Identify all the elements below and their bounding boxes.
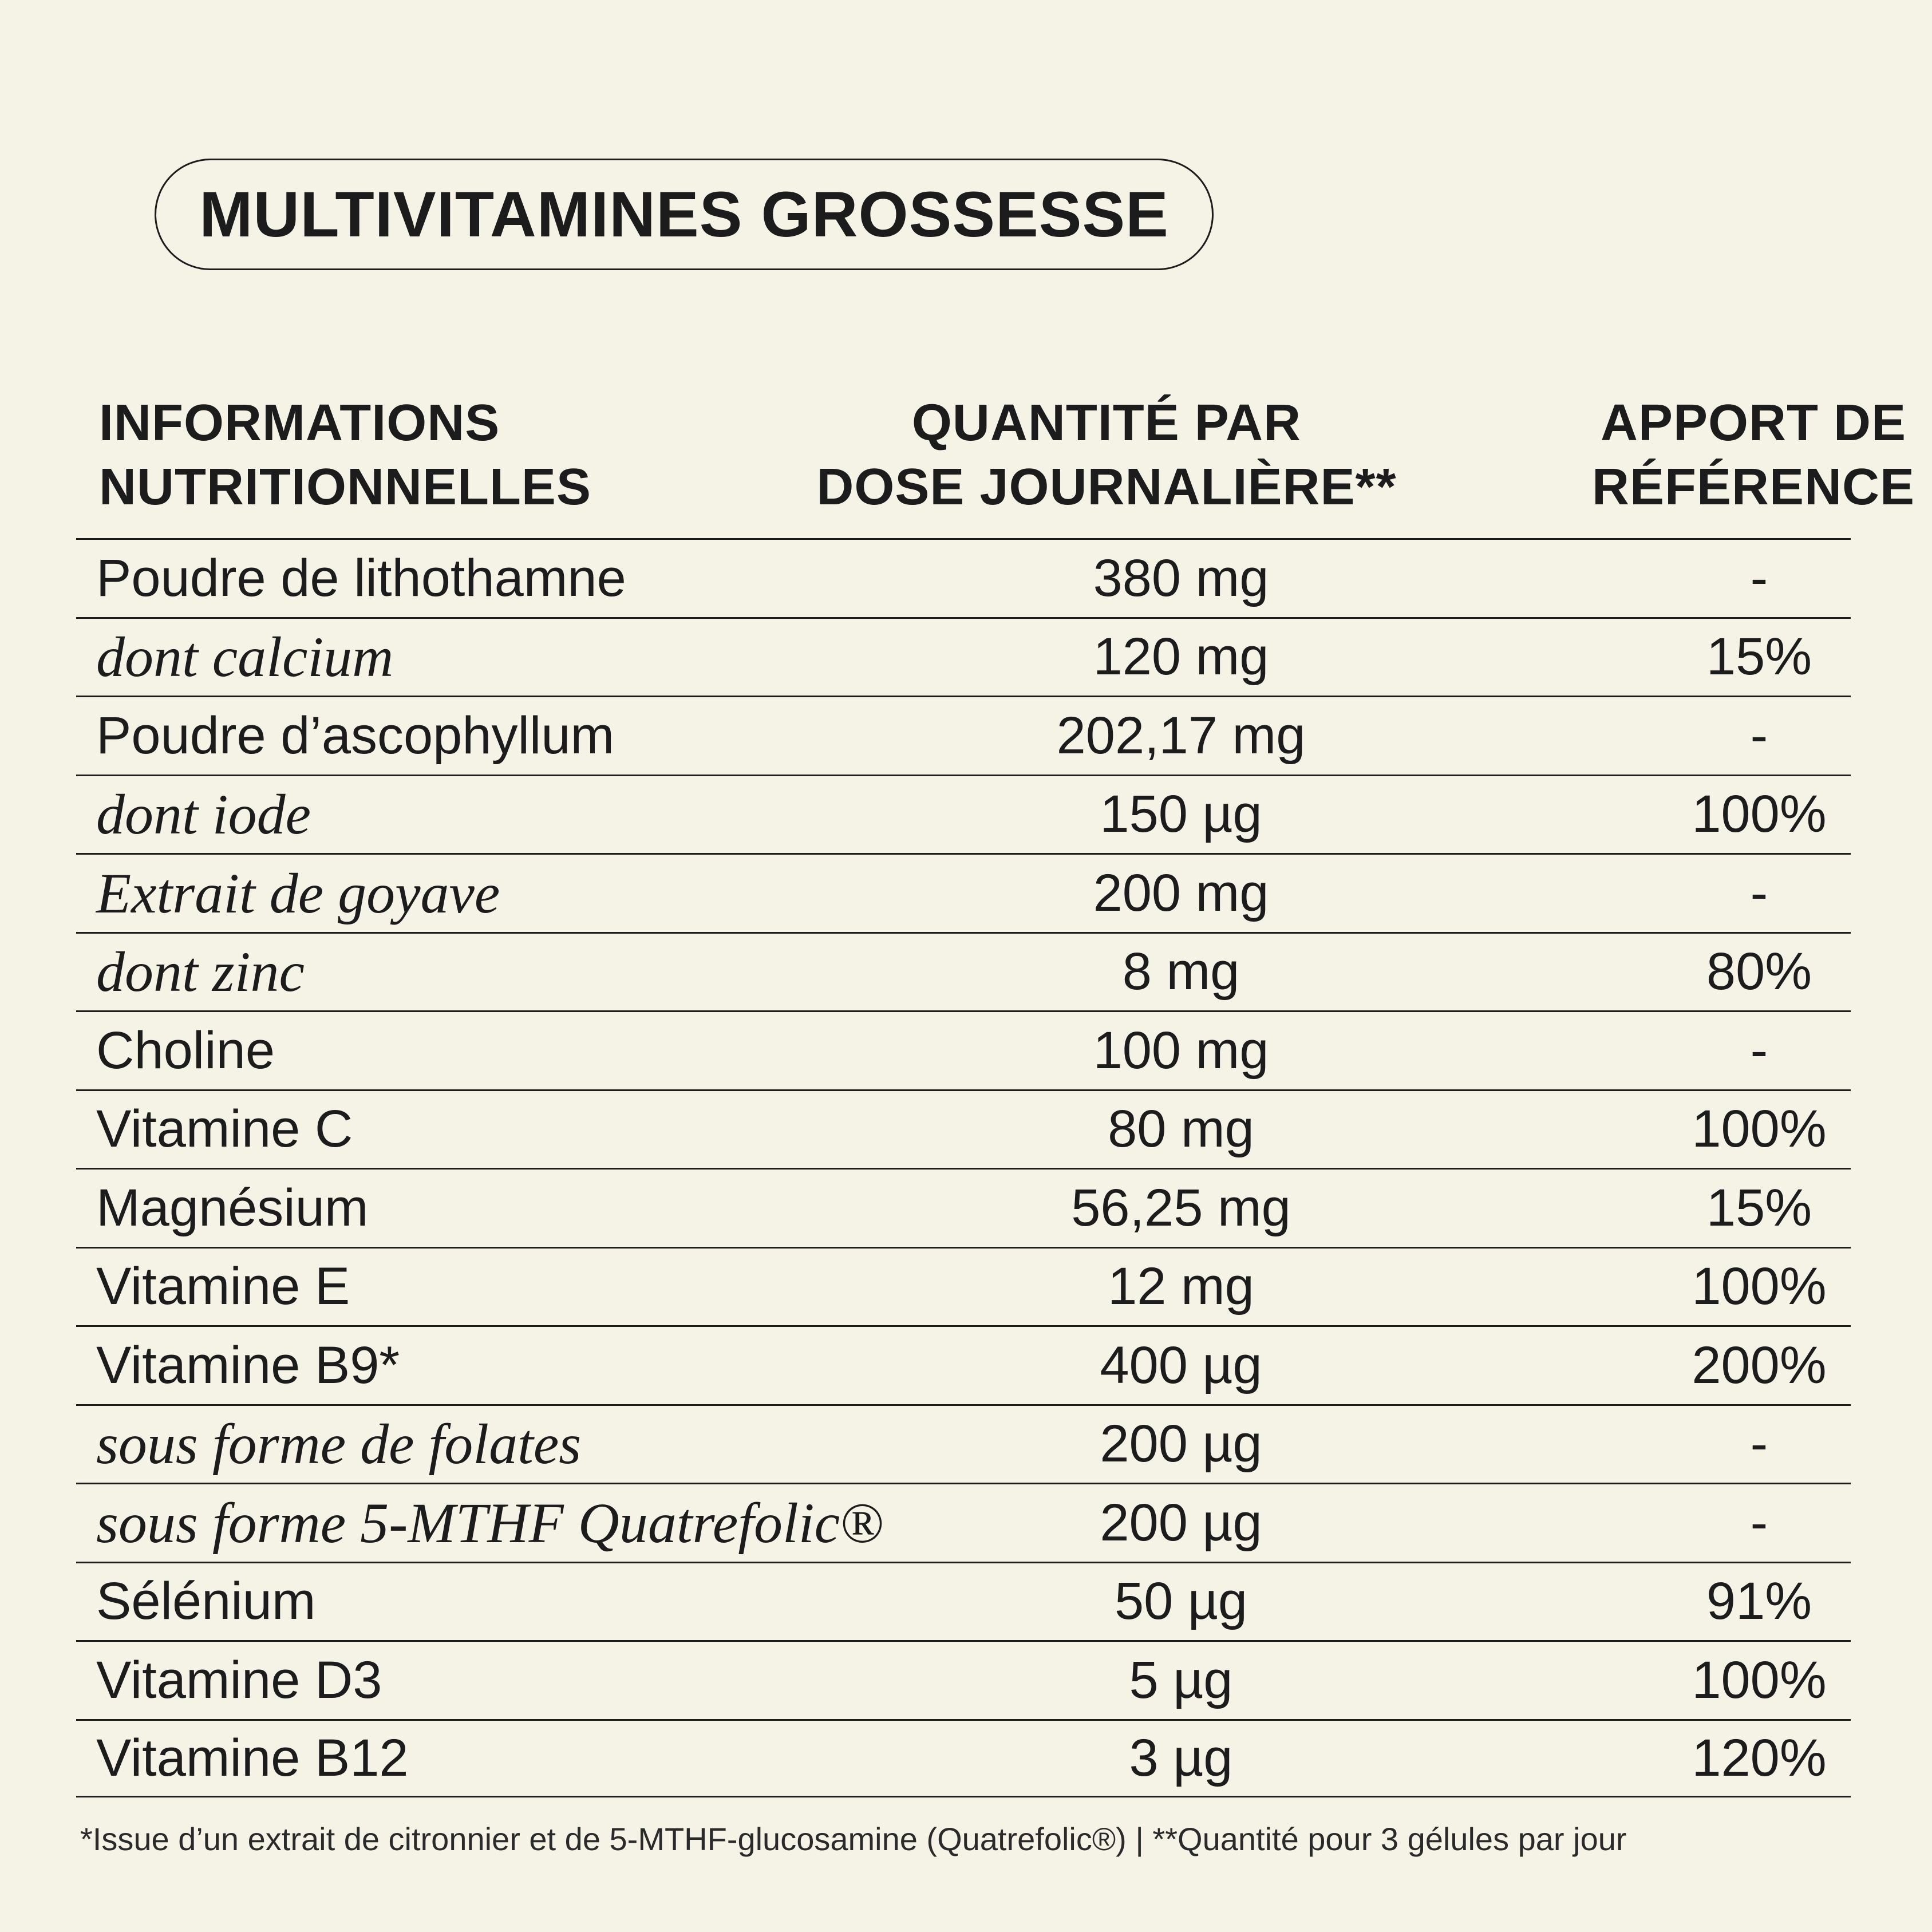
header-daily-quantity-label: QUANTITÉ PAR DOSE JOURNALIÈRE** bbox=[816, 394, 1397, 516]
table-row: dont calcium 120 mg 15% bbox=[76, 617, 1851, 696]
header-daily-quantity: QUANTITÉ PAR DOSE JOURNALIÈRE** bbox=[763, 372, 1450, 538]
nutrient-quantity: 8 mg bbox=[1122, 942, 1240, 1001]
nutrient-reference: - bbox=[1750, 706, 1768, 765]
nutrient-name: Vitamine B9* bbox=[96, 1336, 400, 1394]
nutrient-name: Vitamine C bbox=[96, 1100, 353, 1159]
nutrition-table: Poudre de lithothamne 380 mg - dont calcium… bbox=[76, 538, 1851, 1797]
nutrient-quantity: 202,17 mg bbox=[1056, 706, 1306, 765]
table-row: sous forme 5-MTHF Quatrefolic® 200 µg - bbox=[76, 1483, 1851, 1562]
table-row: Extrait de goyave 200 mg - bbox=[76, 853, 1851, 932]
nutrient-reference: 100% bbox=[1692, 1257, 1827, 1316]
nutrient-reference: - bbox=[1750, 548, 1768, 607]
nutrient-name: dont iode bbox=[96, 783, 311, 847]
nutrient-name: sous forme de folates bbox=[96, 1412, 582, 1476]
nutrient-quantity: 400 µg bbox=[1100, 1336, 1262, 1394]
nutrient-reference: 100% bbox=[1692, 1100, 1827, 1159]
nutrient-name: Extrait de goyave bbox=[96, 861, 500, 925]
nutrient-quantity: 3 µg bbox=[1129, 1728, 1233, 1787]
nutrient-reference: - bbox=[1750, 1493, 1768, 1552]
table-row: Magnésium 56,25 mg 15% bbox=[76, 1168, 1851, 1247]
nutrient-reference: - bbox=[1750, 1415, 1768, 1473]
nutrient-reference: 200% bbox=[1692, 1336, 1827, 1394]
table-row: Vitamine C 80 mg 100% bbox=[76, 1089, 1851, 1168]
table-row: dont zinc 8 mg 80% bbox=[76, 931, 1851, 1011]
nutrient-reference: 91% bbox=[1706, 1572, 1812, 1631]
table-row: Vitamine E 12 mg 100% bbox=[76, 1246, 1851, 1326]
nutrient-quantity: 200 µg bbox=[1100, 1415, 1262, 1473]
nutrient-reference: 100% bbox=[1692, 785, 1827, 844]
nutrient-name: dont zinc bbox=[96, 940, 305, 1004]
title-badge: MULTIVITAMINES GROSSESSE bbox=[155, 159, 1214, 270]
header-nutrition-info: INFORMATIONS NUTRITIONNELLES bbox=[99, 372, 786, 538]
table-row: Vitamine D3 5 µg 100% bbox=[76, 1640, 1851, 1719]
footnote: *Issue d’un extrait de citronnier et de … bbox=[80, 1821, 1627, 1857]
nutrient-quantity: 100 mg bbox=[1093, 1021, 1269, 1080]
nutrient-quantity: 200 µg bbox=[1100, 1493, 1262, 1552]
nutrient-quantity: 56,25 mg bbox=[1071, 1178, 1291, 1237]
table-row: sous forme de folates 200 µg - bbox=[76, 1404, 1851, 1483]
nutrient-reference: 100% bbox=[1692, 1650, 1827, 1709]
page-title: MULTIVITAMINES GROSSESSE bbox=[199, 179, 1169, 250]
table-row: Vitamine B12 3 µg 120% bbox=[76, 1718, 1851, 1797]
nutrient-name: sous forme 5-MTHF Quatrefolic® bbox=[96, 1491, 883, 1555]
table-row: Vitamine B9* 400 µg 200% bbox=[76, 1325, 1851, 1404]
nutrient-name: Sélénium bbox=[96, 1572, 316, 1631]
nutrient-reference: 120% bbox=[1692, 1728, 1827, 1787]
nutrient-quantity: 5 µg bbox=[1129, 1650, 1233, 1709]
table-header: INFORMATIONS NUTRITIONNELLES QUANTITÉ PA… bbox=[76, 372, 1914, 538]
nutrient-reference: 15% bbox=[1706, 627, 1812, 686]
nutrient-reference: - bbox=[1750, 863, 1768, 922]
nutrient-quantity: 80 mg bbox=[1108, 1100, 1254, 1159]
nutrient-quantity: 120 mg bbox=[1093, 627, 1269, 686]
nutrient-quantity: 200 mg bbox=[1093, 863, 1269, 922]
nutrient-name: Vitamine E bbox=[96, 1257, 350, 1316]
nutrient-name: Choline bbox=[96, 1021, 275, 1080]
nutrient-name: Magnésium bbox=[96, 1178, 369, 1237]
nutrient-name: Poudre de lithothamne bbox=[96, 548, 626, 607]
header-reference-intake: APPORT DE RÉFÉRENCE bbox=[1439, 372, 1932, 538]
nutrient-reference: 80% bbox=[1706, 942, 1812, 1001]
table-row: dont iode 150 µg 100% bbox=[76, 774, 1851, 854]
nutrient-name: Vitamine B12 bbox=[96, 1728, 409, 1787]
nutrient-quantity: 380 mg bbox=[1093, 548, 1269, 607]
nutrient-reference: 15% bbox=[1706, 1178, 1812, 1237]
table-row: Sélénium 50 µg 91% bbox=[76, 1561, 1851, 1641]
table-row: Poudre d’ascophyllum 202,17 mg - bbox=[76, 696, 1851, 775]
nutrient-name: dont calcium bbox=[96, 625, 394, 689]
nutrient-quantity: 12 mg bbox=[1108, 1257, 1254, 1316]
table-row: Poudre de lithothamne 380 mg - bbox=[76, 538, 1851, 617]
nutrient-name: Poudre d’ascophyllum bbox=[96, 706, 615, 765]
nutrient-name: Vitamine D3 bbox=[96, 1650, 382, 1709]
header-nutrition-info-label: INFORMATIONS NUTRITIONNELLES bbox=[99, 394, 591, 516]
table-row: Choline 100 mg - bbox=[76, 1010, 1851, 1089]
nutrient-reference: - bbox=[1750, 1021, 1768, 1080]
header-reference-intake-label: APPORT DE RÉFÉRENCE bbox=[1591, 394, 1915, 516]
nutrient-quantity: 150 µg bbox=[1100, 785, 1262, 844]
nutrient-quantity: 50 µg bbox=[1114, 1572, 1248, 1631]
